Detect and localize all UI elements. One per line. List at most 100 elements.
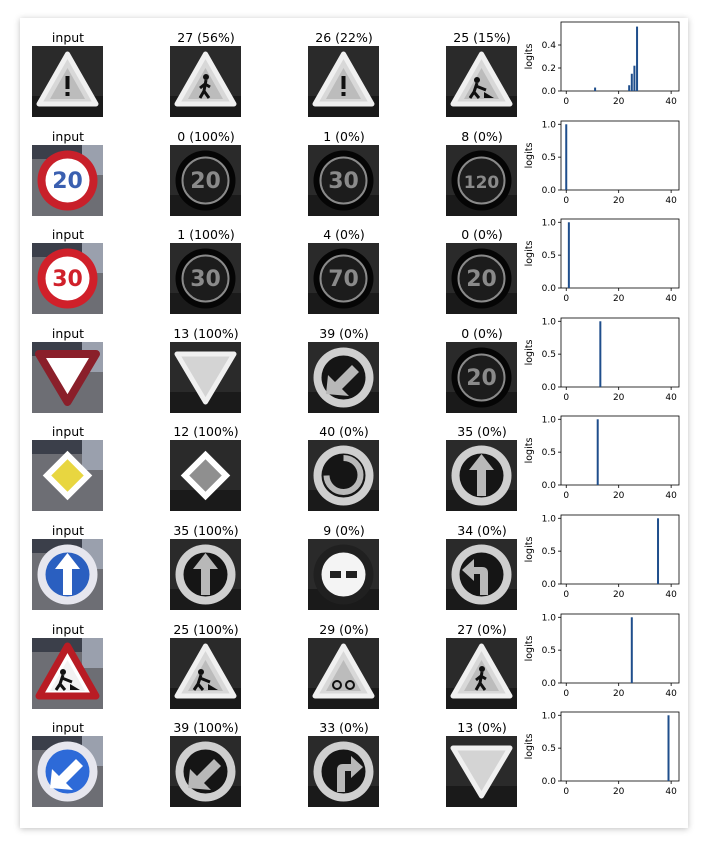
logit-bar xyxy=(633,65,636,91)
traffic-sign-icon xyxy=(170,539,241,610)
input-title: input xyxy=(51,621,85,637)
prediction-title: 35 (0%) xyxy=(457,424,507,440)
prediction-sign-image xyxy=(308,539,379,610)
prediction-cell: 0 (0%) 20 xyxy=(422,217,542,315)
logits-bar-chart: 0 20 40 0.0 0.5 1.0 logits xyxy=(523,316,683,408)
traffic-sign-icon xyxy=(170,341,241,413)
y-tick-label: 0.5 xyxy=(542,744,556,754)
y-tick-label: 1.0 xyxy=(542,416,557,426)
x-tick-label: 40 xyxy=(665,294,677,304)
prediction-cell: 13 (0%) xyxy=(422,710,542,808)
x-tick-label: 0 xyxy=(563,294,569,304)
input-title: input xyxy=(51,30,85,45)
prediction-title: 4 (0%) xyxy=(323,227,365,243)
y-tick-label: 1.0 xyxy=(542,514,557,524)
arrow-up-icon xyxy=(469,454,494,497)
arrow-turn-left-icon xyxy=(462,559,488,595)
traffic-sign-icon: 20 xyxy=(446,341,517,413)
y-tick-label: 0.0 xyxy=(542,87,557,97)
x-tick-label: 0 xyxy=(563,196,569,206)
logits-bar-chart: 0 20 40 0.0 0.5 1.0 logits xyxy=(523,710,683,802)
plot-frame xyxy=(560,218,680,289)
traffic-sign-icon xyxy=(308,46,379,117)
prediction-cell: 25 (100%) xyxy=(146,612,266,709)
x-tick-label: 0 xyxy=(563,97,569,107)
traffic-sign-icon: 20 xyxy=(170,144,241,216)
prediction-row: input 35 (100%) 9 (0%) 34 (0%) 0 20 40 0.0 0.5 1.… xyxy=(20,513,688,610)
input-title: input xyxy=(51,720,85,736)
input-cell: input 30 xyxy=(8,217,128,315)
prediction-row: input 20 0 (100%) 20 1 (0%) 30 8 (0%) 120 0 20 40 0… xyxy=(20,119,688,216)
y-tick-label: 1.0 xyxy=(542,613,557,623)
prediction-sign-image: 30 xyxy=(308,144,379,216)
y-tick-label: 0.0 xyxy=(542,580,557,590)
y-tick-label: 0.5 xyxy=(542,153,556,163)
y-axis-label: logits xyxy=(524,734,535,760)
x-tick-label: 20 xyxy=(613,294,625,304)
logits-bar-chart: 0 20 40 0.0 0.5 1.0 logits xyxy=(523,217,683,309)
prediction-cell: 39 (100%) xyxy=(146,710,266,808)
input-sign-image xyxy=(32,539,103,610)
logit-bar xyxy=(567,222,570,289)
input-sign-image xyxy=(32,341,103,413)
input-title: input xyxy=(51,325,85,341)
y-axis-label: logits xyxy=(524,438,535,464)
x-tick-label: 0 xyxy=(563,393,569,403)
input-title: input xyxy=(51,227,85,243)
traffic-sign-icon xyxy=(308,736,379,808)
prediction-sign-image xyxy=(308,736,379,808)
prediction-cell: 34 (0%) xyxy=(422,513,542,610)
traffic-sign-icon: 120 xyxy=(446,144,517,216)
logits-chart-svg: 0 20 40 0.0 0.5 1.0 logits xyxy=(524,711,680,797)
logit-bar xyxy=(594,87,597,91)
y-axis-label: logits xyxy=(524,142,535,168)
logit-bar xyxy=(657,518,660,584)
prediction-title: 9 (0%) xyxy=(323,523,365,538)
prediction-row: input 25 (100%) 29 (0%) 27 (0%) 0 20 40 0.0 0.5 1… xyxy=(20,612,688,709)
input-title: input xyxy=(51,424,85,440)
logits-bar-chart: 0 20 40 0.0 0.2 0.4 logits xyxy=(523,20,683,112)
prediction-cell: 12 (100%) xyxy=(146,414,266,512)
logits-chart-svg: 0 20 40 0.0 0.5 1.0 logits xyxy=(524,415,680,501)
plot-frame xyxy=(560,415,680,486)
logit-bar xyxy=(628,85,631,91)
prediction-title: 1 (100%) xyxy=(177,227,235,243)
input-title: input xyxy=(51,128,85,144)
prediction-row: input 13 (100%) 39 (0%) 0 (0%) 20 0 20 40 0.0 0.5… xyxy=(20,316,688,413)
prediction-title: 8 (0%) xyxy=(461,128,503,144)
prediction-title: 40 (0%) xyxy=(319,424,369,440)
traffic-sign-icon xyxy=(308,637,379,709)
input-cell: input xyxy=(8,513,128,610)
prediction-sign-image xyxy=(170,637,241,709)
prediction-sign-image xyxy=(170,341,241,413)
y-tick-label: 1.0 xyxy=(542,218,557,228)
logit-bar xyxy=(596,419,599,486)
prediction-cell: 33 (0%) xyxy=(284,710,404,808)
y-tick-label: 1.0 xyxy=(542,711,557,721)
prediction-title: 13 (0%) xyxy=(457,720,507,736)
prediction-sign-image: 30 xyxy=(170,243,241,315)
arrow-up-icon xyxy=(193,553,218,595)
traffic-sign-icon xyxy=(446,440,517,512)
logits-bar-chart: 0 20 40 0.0 0.5 1.0 logits xyxy=(523,119,683,211)
input-sign-image xyxy=(32,637,103,709)
plot-frame xyxy=(560,514,680,585)
y-tick-label: 0.0 xyxy=(542,777,557,787)
input-cell: input xyxy=(8,710,128,808)
prediction-title: 39 (100%) xyxy=(173,720,239,736)
y-tick-label: 0.5 xyxy=(542,350,556,360)
prediction-sign-image xyxy=(308,637,379,709)
x-tick-label: 40 xyxy=(665,491,677,501)
y-tick-label: 1.0 xyxy=(542,120,557,130)
prediction-sign-image xyxy=(446,736,517,808)
prediction-title: 0 (0%) xyxy=(461,325,503,341)
traffic-sign-icon xyxy=(308,539,379,610)
traffic-sign-icon xyxy=(446,637,517,709)
prediction-cell: 40 (0%) xyxy=(284,414,404,512)
y-tick-label: 0.0 xyxy=(542,284,557,294)
prediction-cell: 26 (22%) xyxy=(284,20,404,117)
traffic-sign-icon: 70 xyxy=(308,243,379,315)
prediction-cell: 25 (15%) xyxy=(422,20,542,117)
svg-text:20: 20 xyxy=(190,169,221,194)
x-tick-label: 40 xyxy=(665,196,677,206)
